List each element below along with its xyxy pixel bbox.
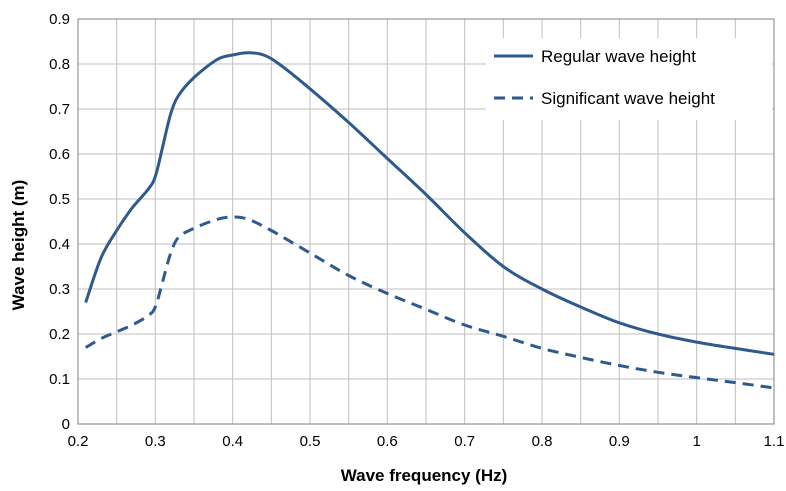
y-axis-ticks: 0 0.1 0.2 0.3 0.4 0.5 0.6 0.7 0.8 0.9 — [49, 11, 70, 433]
y-tick-label: 0.9 — [49, 11, 70, 28]
y-tick-label: 0.2 — [49, 326, 70, 343]
series-lines — [84, 51, 775, 390]
y-tick-label: 0.7 — [49, 101, 70, 118]
y-tick-label: 0.3 — [49, 281, 70, 298]
x-tick-label: 0.3 — [145, 433, 166, 450]
y-tick-label: 0.8 — [49, 56, 70, 73]
legend: Regular wave height Significant wave hei… — [486, 38, 772, 120]
y-tick-label: 0.1 — [49, 371, 70, 388]
x-tick-label: 0.7 — [454, 433, 475, 450]
x-axis-title: Wave frequency (Hz) — [341, 466, 508, 485]
x-tick-label: 0.5 — [300, 433, 321, 450]
y-tick-label: 0.6 — [49, 146, 70, 163]
x-tick-label: 0.4 — [222, 433, 243, 450]
legend-label-regular-wave-height: Regular wave height — [541, 47, 696, 66]
y-axis-title: Wave height (m) — [9, 180, 28, 311]
y-tick-label: 0.4 — [49, 236, 70, 253]
x-tick-label: 0.6 — [377, 433, 398, 450]
x-tick-label: 0.9 — [609, 433, 630, 450]
legend-background — [486, 38, 772, 120]
plot-area-frame — [77, 18, 775, 425]
series-line-regular-wave-height — [84, 51, 775, 356]
y-tick-label: 0.5 — [49, 191, 70, 208]
x-tick-label: 0.2 — [68, 433, 89, 450]
x-tick-label: 1.1 — [764, 433, 785, 450]
y-tick-label: 0 — [62, 416, 70, 433]
legend-label-significant-wave-height: Significant wave height — [541, 89, 715, 108]
x-tick-label: 1 — [692, 433, 700, 450]
series-line-significant-wave-height — [84, 215, 775, 390]
x-tick-label: 0.8 — [532, 433, 553, 450]
x-axis-ticks: 0.2 0.3 0.4 0.5 0.6 0.7 0.8 0.9 1 1.1 — [68, 433, 785, 450]
